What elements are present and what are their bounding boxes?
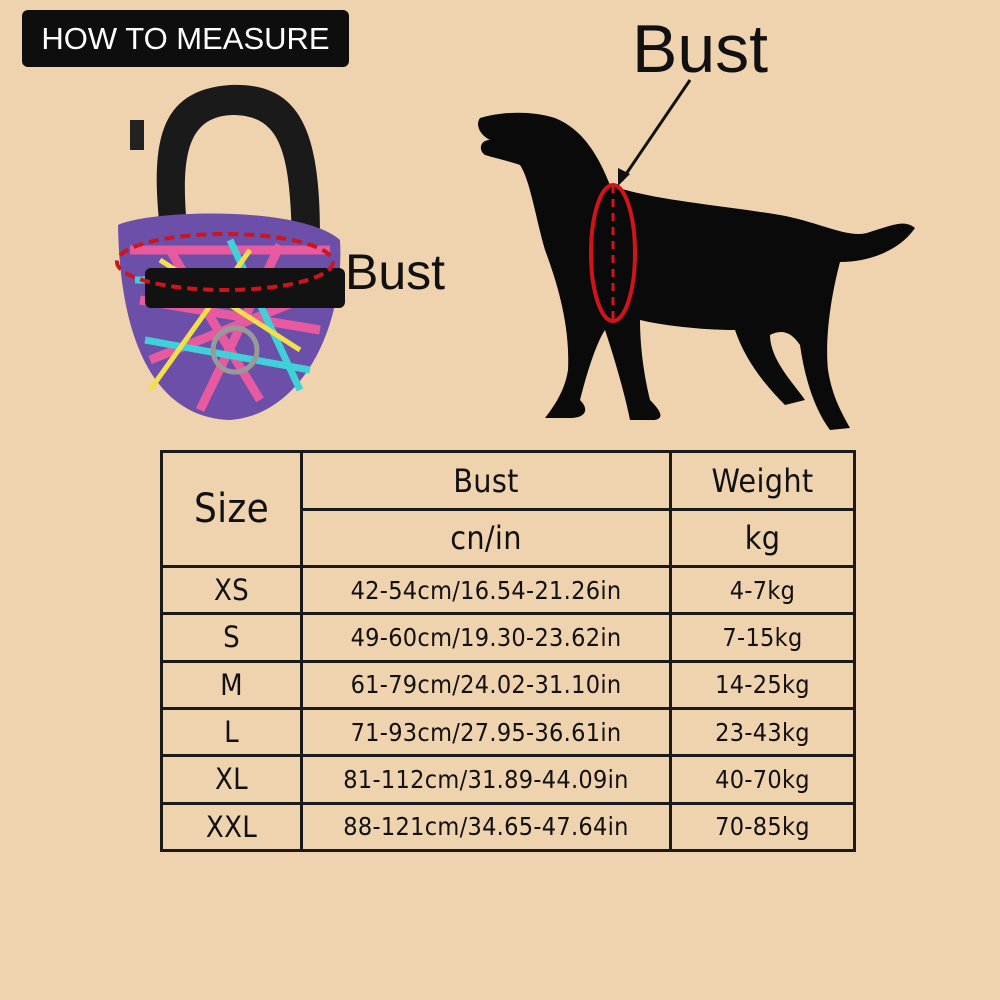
weight-cell: 4-7kg: [669, 564, 856, 616]
dog-silhouette: [478, 79, 915, 430]
bust-cell: 81-112cm/31.89-44.09in: [300, 754, 672, 805]
table-row: XL 81-112cm/31.89-44.09in 40-70kg: [160, 754, 856, 805]
harness-image: [115, 84, 345, 420]
size-cell: XXL: [160, 801, 303, 853]
weight-unit-header: kg: [669, 508, 856, 568]
bust-cell: 71-93cm/27.95-36.61in: [300, 706, 672, 758]
size-header: Size: [160, 450, 303, 568]
size-cell: M: [160, 659, 303, 710]
bust-cell: 61-79cm/24.02-31.10in: [300, 659, 672, 710]
table-row: S 49-60cm/19.30-23.62in 7-15kg: [160, 612, 856, 663]
weight-cell: 14-25kg: [669, 659, 856, 710]
size-cell: S: [160, 612, 303, 663]
bust-header: Bust: [300, 450, 672, 511]
table-row: M 61-79cm/24.02-31.10in 14-25kg: [160, 659, 856, 710]
bust-cell: 49-60cm/19.30-23.62in: [300, 612, 672, 663]
table-row: L 71-93cm/27.95-36.61in 23-43kg: [160, 706, 856, 758]
weight-cell: 23-43kg: [669, 706, 856, 758]
dog-bust-label: Bust: [632, 11, 769, 87]
size-cell: XS: [160, 564, 303, 616]
table-row: XXL 88-121cm/34.65-47.64in 70-85kg: [160, 801, 856, 853]
size-chart-table: Size Bust Weight cn/in kg XS 42-54cm/16.5…: [160, 450, 856, 853]
weight-cell: 70-85kg: [669, 801, 856, 853]
bust-cell: 88-121cm/34.65-47.64in: [300, 801, 672, 853]
size-cell: XL: [160, 754, 303, 805]
size-cell: L: [160, 706, 303, 758]
harness-bust-label: Bust: [345, 244, 446, 300]
table-row: XS 42-54cm/16.54-21.26in 4-7kg: [160, 564, 856, 616]
bust-unit-header: cn/in: [300, 508, 672, 568]
weight-cell: 40-70kg: [669, 754, 856, 805]
weight-cell: 7-15kg: [669, 612, 856, 663]
weight-header: Weight: [669, 450, 856, 511]
illustration: [115, 79, 915, 430]
how-to-measure-badge: HOW TO MEASURE: [22, 10, 349, 67]
bust-cell: 42-54cm/16.54-21.26in: [300, 564, 672, 616]
